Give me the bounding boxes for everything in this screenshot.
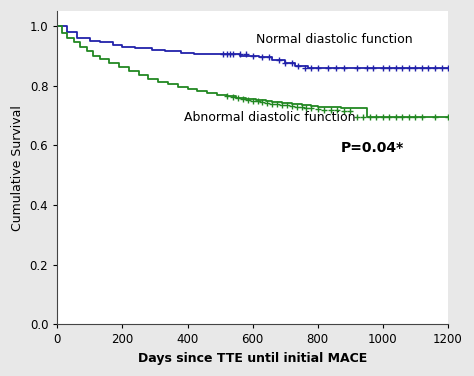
Text: Abnormal diastolic function: Abnormal diastolic function bbox=[184, 111, 356, 123]
Text: Normal diastolic function: Normal diastolic function bbox=[256, 33, 412, 46]
X-axis label: Days since TTE until initial MACE: Days since TTE until initial MACE bbox=[138, 352, 367, 365]
Y-axis label: Cumulative Survival: Cumulative Survival bbox=[11, 105, 24, 230]
Text: P=0.04*: P=0.04* bbox=[341, 141, 404, 155]
